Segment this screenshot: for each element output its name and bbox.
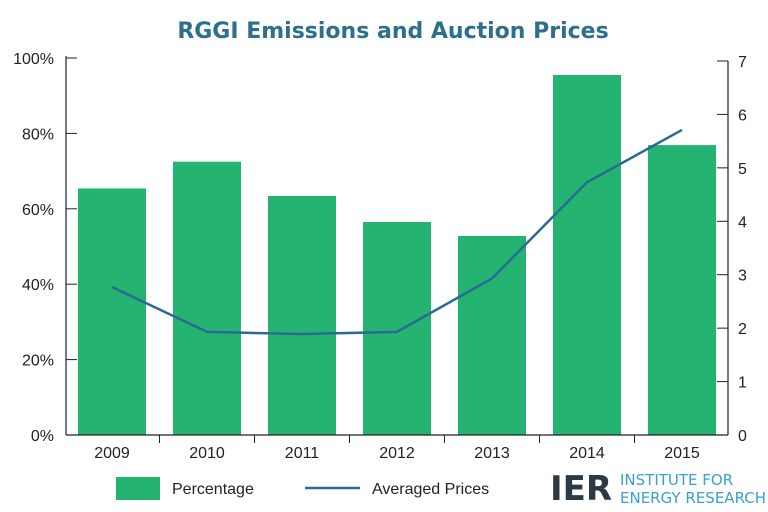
- x-tick-label-2009: 2009: [94, 445, 130, 462]
- right-tick-label: 2: [738, 321, 747, 338]
- bar-2011: [268, 195, 336, 435]
- bar-2014: [553, 74, 621, 435]
- right-tick-label: 7: [738, 54, 747, 71]
- logo-mark: IER: [550, 469, 612, 509]
- x-tick-label-2010: 2010: [189, 445, 225, 462]
- right-tick-label: 6: [738, 107, 747, 124]
- bar-2009: [78, 188, 146, 435]
- left-tick-label: 40%: [22, 277, 54, 294]
- bar-2013: [458, 235, 526, 435]
- right-tick-label: 0: [738, 428, 747, 445]
- bar-2010: [173, 161, 241, 436]
- legend-label-prices: Averaged Prices: [372, 481, 489, 498]
- x-tick-label-2014: 2014: [569, 445, 605, 462]
- chart-title: RGGI Emissions and Auction Prices: [177, 19, 608, 44]
- legend-swatch-percentage: [116, 477, 160, 500]
- left-tick-label: 80%: [22, 126, 54, 143]
- bar-2012: [363, 221, 431, 435]
- legend: Percentage Averaged Prices: [116, 477, 489, 500]
- x-tick-label-2015: 2015: [664, 445, 700, 462]
- left-tick-label: 60%: [22, 202, 54, 219]
- x-tick-label-2011: 2011: [285, 445, 320, 462]
- logo-line2: ENERGY RESEARCH: [620, 489, 766, 507]
- left-tick-label: 20%: [22, 353, 54, 370]
- left-tick-label: 0%: [31, 428, 54, 445]
- ier-logo: IER INSTITUTE FOR ENERGY RESEARCH: [550, 469, 766, 509]
- right-tick-label: 4: [738, 214, 747, 231]
- x-tick-label-2013: 2013: [474, 445, 510, 462]
- x-tick-label-2012: 2012: [379, 445, 415, 462]
- left-tick-label: 100%: [13, 51, 54, 68]
- bar-2015: [648, 145, 716, 435]
- right-tick-label: 5: [738, 161, 747, 178]
- right-tick-label: 3: [738, 268, 747, 285]
- legend-label-percentage: Percentage: [172, 481, 254, 498]
- logo-line1: INSTITUTE FOR: [620, 471, 733, 489]
- right-tick-label: 1: [738, 375, 747, 392]
